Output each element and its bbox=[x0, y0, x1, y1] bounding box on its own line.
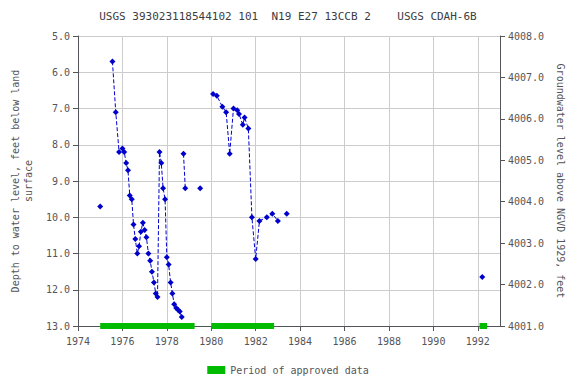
svg-text:8.0: 8.0 bbox=[52, 139, 70, 150]
svg-text:1978: 1978 bbox=[155, 336, 179, 347]
svg-text:surface: surface bbox=[23, 160, 34, 202]
svg-text:4003.0: 4003.0 bbox=[508, 238, 544, 249]
svg-text:1990: 1990 bbox=[421, 336, 445, 347]
svg-text:5.0: 5.0 bbox=[52, 31, 70, 42]
svg-text:Depth to water level, feet bel: Depth to water level, feet below land bbox=[10, 70, 21, 293]
svg-text:1992: 1992 bbox=[466, 336, 490, 347]
svg-text:10.0: 10.0 bbox=[46, 212, 70, 223]
svg-text:13.0: 13.0 bbox=[46, 321, 70, 332]
svg-text:1986: 1986 bbox=[332, 336, 356, 347]
svg-text:4007.0: 4007.0 bbox=[508, 72, 544, 83]
svg-text:1974: 1974 bbox=[66, 336, 90, 347]
svg-text:12.0: 12.0 bbox=[46, 284, 70, 295]
svg-text:4002.0: 4002.0 bbox=[508, 279, 544, 290]
svg-text:USGS 393023118544102 101 N19: USGS 393023118544102 101 N19 E27 13CCB 2… bbox=[99, 10, 477, 23]
svg-text:7.0: 7.0 bbox=[52, 103, 70, 114]
svg-text:4005.0: 4005.0 bbox=[508, 155, 544, 166]
svg-text:4006.0: 4006.0 bbox=[508, 113, 544, 124]
svg-text:1976: 1976 bbox=[110, 336, 134, 347]
svg-text:Groundwater level above NGVD 1: Groundwater level above NGVD 1929, feet bbox=[555, 64, 566, 299]
svg-text:1984: 1984 bbox=[288, 336, 312, 347]
svg-text:6.0: 6.0 bbox=[52, 67, 70, 78]
svg-text:4008.0: 4008.0 bbox=[508, 31, 544, 42]
svg-text:4004.0: 4004.0 bbox=[508, 196, 544, 207]
svg-text:11.0: 11.0 bbox=[46, 248, 70, 259]
svg-text:4001.0: 4001.0 bbox=[508, 321, 544, 332]
svg-text:1980: 1980 bbox=[199, 336, 223, 347]
svg-text:1982: 1982 bbox=[244, 336, 268, 347]
svg-text:9.0: 9.0 bbox=[52, 176, 70, 187]
svg-text:1988: 1988 bbox=[377, 336, 401, 347]
svg-text:Period of approved data: Period of approved data bbox=[230, 365, 368, 376]
